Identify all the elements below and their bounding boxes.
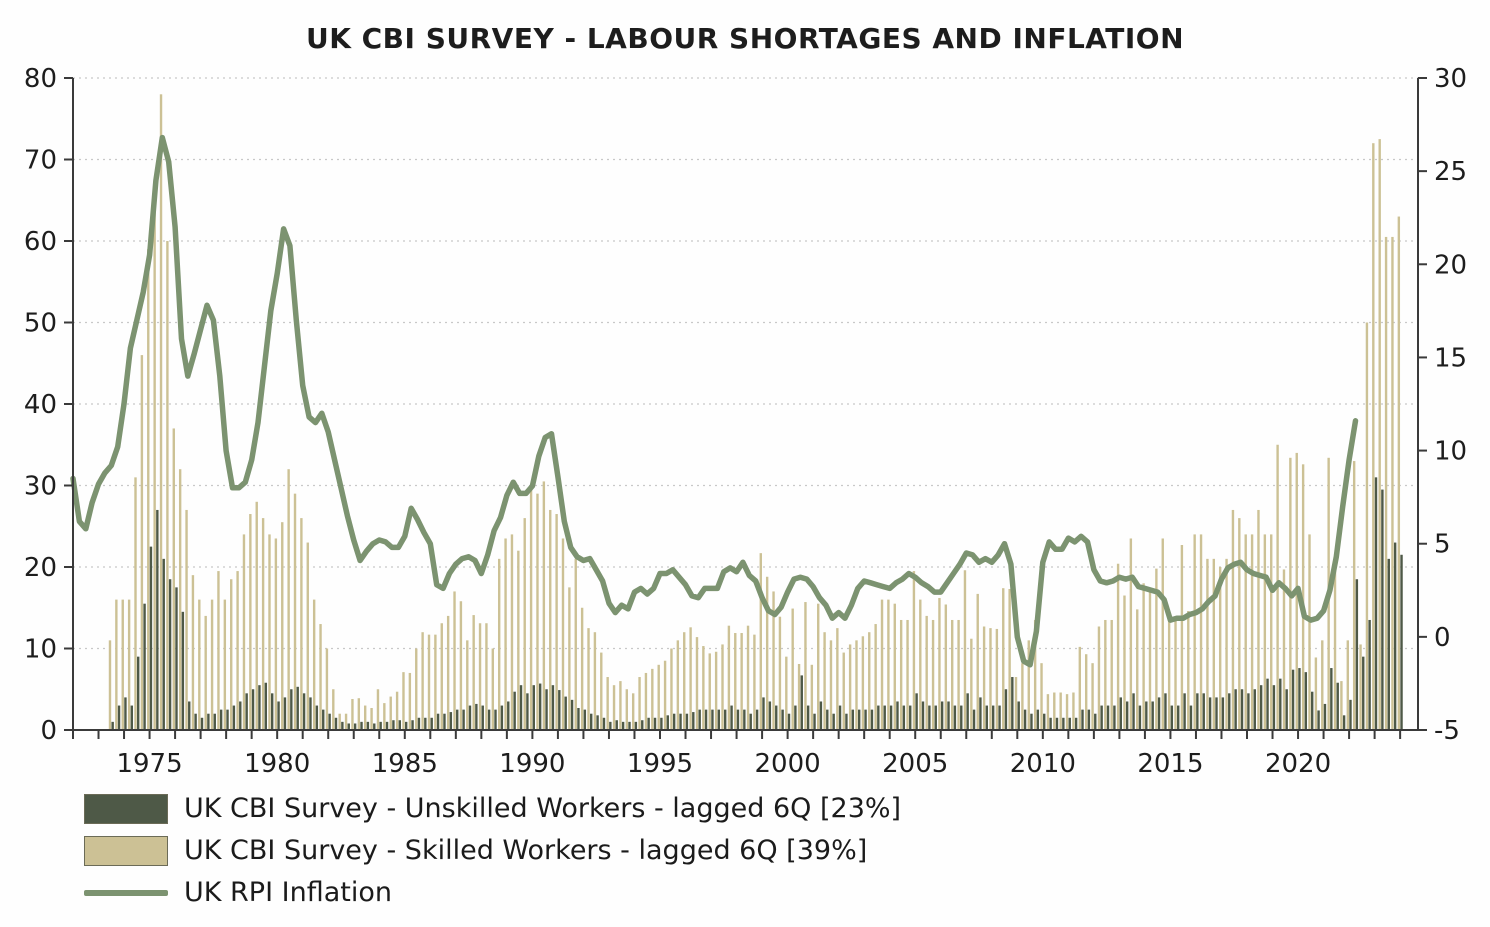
svg-text:40: 40 [24,390,57,420]
svg-text:1985: 1985 [372,749,438,779]
skilled-swatch-icon [84,835,168,866]
svg-text:30: 30 [1434,64,1467,94]
svg-text:2005: 2005 [882,749,948,779]
svg-text:1990: 1990 [499,749,565,779]
svg-text:50: 50 [24,309,57,339]
svg-text:25: 25 [1434,157,1467,187]
y-axis-right-labels: -5 0 5 10 15 20 25 30 [1434,64,1467,746]
svg-text:80: 80 [24,64,57,94]
svg-text:10: 10 [1434,437,1467,467]
legend-item-rpi: UK RPI Inflation [84,876,901,909]
svg-text:2015: 2015 [1137,749,1203,779]
svg-text:70: 70 [24,146,57,176]
svg-text:20: 20 [24,553,57,583]
svg-text:5: 5 [1434,530,1451,560]
legend-item-skilled: UK CBI Survey - Skilled Workers - lagged… [84,834,901,867]
bars-skilled-workers [108,94,1401,731]
svg-text:-5: -5 [1434,716,1460,746]
chart-canvas: UK CBI SURVEY - LABOUR SHORTAGES AND INF… [24,22,1467,779]
svg-text:10: 10 [24,635,57,665]
axes-spines-ticks [64,77,1427,739]
svg-text:20: 20 [1434,250,1467,280]
chart-title: UK CBI SURVEY - LABOUR SHORTAGES AND INF… [306,22,1184,55]
legend-label-unskilled: UK CBI Survey - Unskilled Workers - lagg… [184,793,902,824]
svg-text:0: 0 [1434,623,1451,653]
svg-text:2010: 2010 [1010,749,1076,779]
svg-text:2020: 2020 [1265,749,1331,779]
svg-text:2000: 2000 [755,749,821,779]
svg-text:0: 0 [40,716,57,746]
legend-item-unskilled: UK CBI Survey - Unskilled Workers - lagg… [84,792,901,825]
legend-label-skilled: UK CBI Survey - Skilled Workers - lagged… [184,835,868,866]
y-axis-left-labels: 0 10 20 30 40 50 60 70 80 [24,64,57,746]
svg-text:60: 60 [24,227,57,257]
x-axis-labels: 1975 1980 1985 1990 1995 2000 2005 2010 2015 2020 [116,749,1331,779]
bars-unskilled-workers [111,477,1403,730]
legend: UK CBI Survey - Unskilled Workers - lagg… [84,792,901,909]
rpi-inflation-line [70,134,1359,668]
svg-text:1995: 1995 [627,749,693,779]
svg-text:1975: 1975 [116,749,182,779]
legend-label-rpi: UK RPI Inflation [184,877,392,908]
unskilled-swatch-icon [84,793,168,824]
svg-text:30: 30 [24,472,57,502]
svg-text:1980: 1980 [244,749,310,779]
rpi-line-swatch-icon [84,889,168,896]
svg-text:15: 15 [1434,343,1467,373]
